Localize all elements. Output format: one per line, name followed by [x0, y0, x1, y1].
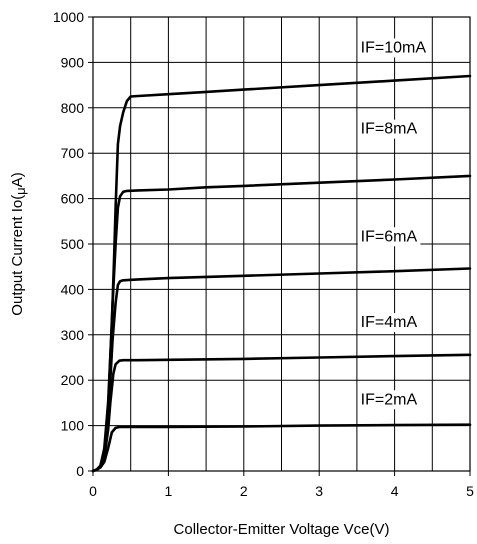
y-tick-label: 100: [61, 418, 85, 434]
y-tick-label: 800: [61, 100, 85, 116]
curve-if-10ma: [91, 74, 472, 473]
x-tick-label: 3: [315, 483, 323, 499]
x-tick-label: 5: [466, 483, 474, 499]
curve-label: IF=4mA: [357, 313, 421, 333]
y-tick-label: 0: [76, 463, 84, 479]
curve-label-text: IF=10mA: [361, 39, 427, 56]
y-tick-label: 500: [61, 236, 85, 252]
curves: [91, 74, 472, 473]
x-tick-label: 4: [391, 483, 399, 499]
y-tick-label: 400: [61, 281, 85, 297]
y-tick-label: 1000: [53, 9, 84, 25]
x-axis-label: Collector-Emitter Voltage Vce(V): [174, 521, 390, 538]
curve-label: IF=2mA: [357, 390, 421, 410]
y-tick-label: 200: [61, 372, 85, 388]
curve-label: IF=6mA: [357, 227, 421, 247]
y-tick-label: 600: [61, 191, 85, 207]
x-tick-label: 0: [89, 483, 97, 499]
curve-label-text: IF=2mA: [361, 391, 418, 408]
curve-label-background: [357, 38, 430, 58]
y-axis-label-part-2: A): [9, 172, 26, 187]
x-tick-label: 2: [240, 483, 248, 499]
curve-label: IF=10mA: [357, 38, 430, 58]
curve-label-background: [357, 390, 421, 410]
y-axis-label-micro: μ: [13, 187, 28, 195]
curve-label-text: IF=4mA: [361, 314, 418, 331]
y-tick-label: 300: [61, 327, 85, 343]
y-axis-label-part-1: Output Current Io(: [9, 195, 26, 316]
curve-label-text: IF=6mA: [361, 228, 418, 245]
curve-label: IF=8mA: [357, 119, 421, 139]
curve-label-background: [357, 119, 421, 139]
ticks: [88, 16, 471, 476]
x-tick-label: 1: [165, 483, 173, 499]
curve-label-text: IF=8mA: [361, 121, 418, 138]
curve-label-background: [357, 313, 421, 333]
y-axis-label: Output Current Io(μA): [9, 172, 28, 315]
curve-label-background: [357, 227, 421, 247]
curve-labels: IF=10mA IF=8mA IF=6mA IF=4mA IF=2mA: [357, 38, 430, 410]
y-tick-label: 900: [61, 54, 85, 70]
y-tick-label: 700: [61, 145, 85, 161]
tick-labels: 0 100 200 300 400 500 600 700 800 900 1000 0 1 2 3 4 5: [53, 9, 474, 499]
